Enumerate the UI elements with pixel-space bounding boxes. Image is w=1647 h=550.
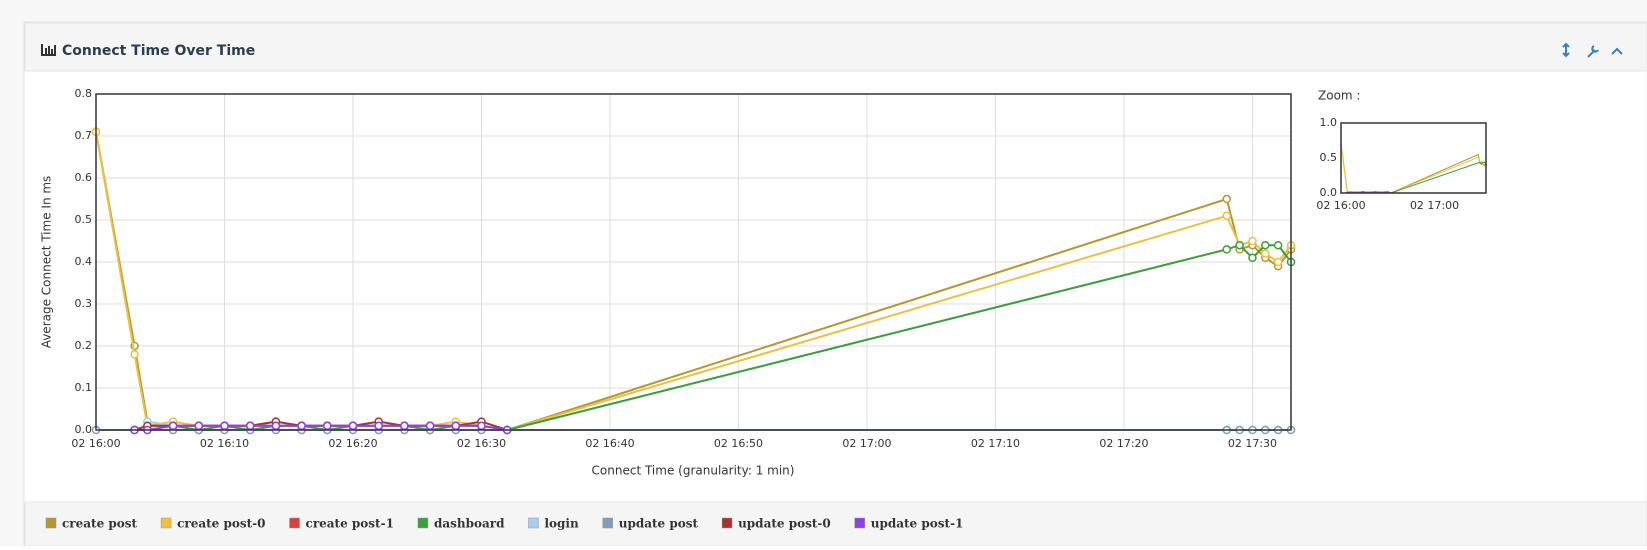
y-axis-title: Average Connect Time In ms [40,176,54,349]
data-point [1222,211,1232,221]
legend-label: create post [62,517,138,531]
x-tick-label: 02 17:20 [1099,437,1148,450]
legend-bar [24,501,1647,547]
data-point [1261,240,1270,250]
y-tick-label: 0.2 [75,339,93,352]
data-point [245,421,255,431]
data-point [425,421,435,431]
series-line [134,424,508,431]
legend: create post create post-0 create post-1 das… [45,517,964,531]
legend-item[interactable]: login [528,517,579,531]
x-tick-label: 02 16:30 [457,437,506,450]
legend-item[interactable]: update post-1 [854,517,964,531]
legend-swatch [602,517,613,529]
data-point [348,421,358,431]
header-buttons[interactable] [1562,42,1623,58]
panel-title: Connect Time Over Time [62,43,255,59]
x-tick-label: 02 16:10 [200,437,249,450]
y-tick-label: 0.1 [75,381,93,394]
legend-item[interactable]: update post [602,517,699,531]
x-tick-label: 02 17:00 [1410,199,1459,212]
x-tick-label: 02 16:00 [1316,199,1365,212]
y-tick-label: 0.7 [75,129,93,142]
legend-label: update post [619,517,699,531]
legend-item[interactable]: update post-0 [721,517,831,531]
legend-item[interactable]: create post-0 [160,517,266,531]
zoom-title: Zoom : [1318,89,1360,103]
legend-item[interactable]: create post-1 [289,517,394,531]
y-tick-label: 0.5 [1320,151,1338,164]
data-point [194,421,204,431]
data-point [374,421,383,431]
legend-item[interactable]: create post [45,517,138,531]
legend-label: update post-1 [871,517,964,531]
data-point [1222,245,1232,254]
x-tick-label: 02 16:50 [714,437,763,450]
legend-swatch [160,517,172,529]
data-point [1261,249,1270,258]
data-point [1273,240,1283,250]
legend-swatch [289,517,300,529]
legend-swatch [528,517,539,529]
y-tick-label: 0.0 [1320,186,1338,199]
data-point [271,421,281,431]
y-tick-label: 0.6 [75,171,93,184]
legend-swatch [854,517,865,529]
x-axis-title: Connect Time (granularity: 1 min) [592,464,795,478]
y-tick-label: 0.5 [75,213,93,226]
legend-label: dashboard [434,517,505,531]
x-tick-label: 02 16:00 [71,437,120,450]
x-tick-label: 02 17:10 [971,437,1020,450]
y-tick-label: 0.3 [75,297,93,310]
data-point [477,421,486,431]
data-point [1248,253,1257,263]
plot-frame [95,93,1292,431]
data-point [1235,240,1244,250]
data-point [1248,236,1257,246]
plot-frame [1340,122,1487,194]
legend-swatch [721,517,733,529]
legend-label: create post-1 [306,517,394,531]
x-tick-label: 02 16:40 [585,437,634,450]
panel-box [23,21,1647,547]
data-point [220,421,229,431]
legend-item[interactable]: dashboard [417,517,505,531]
x-tick-label: 02 17:00 [842,437,891,450]
y-tick-label: 0.4 [75,255,93,268]
data-point [168,421,178,431]
legend-label: login [544,517,579,531]
x-tick-label: 02 17:30 [1228,437,1277,450]
data-point [451,421,461,431]
legend-swatch [45,517,57,529]
y-tick-label: 0.0 [75,423,93,436]
legend-label: create post-0 [177,517,265,531]
data-point [1273,257,1283,267]
data-point [130,350,139,359]
legend-swatch [417,517,429,529]
data-point [297,421,306,431]
y-tick-label: 1.0 [1320,116,1338,129]
chart-icon [41,44,56,56]
legend-label: update post-0 [738,517,831,531]
data-point [1222,194,1232,204]
data-point [400,421,409,431]
x-tick-label: 02 16:20 [328,437,377,450]
y-tick-label: 0.8 [75,87,93,100]
data-point [323,421,332,431]
panel-header [24,22,1647,72]
